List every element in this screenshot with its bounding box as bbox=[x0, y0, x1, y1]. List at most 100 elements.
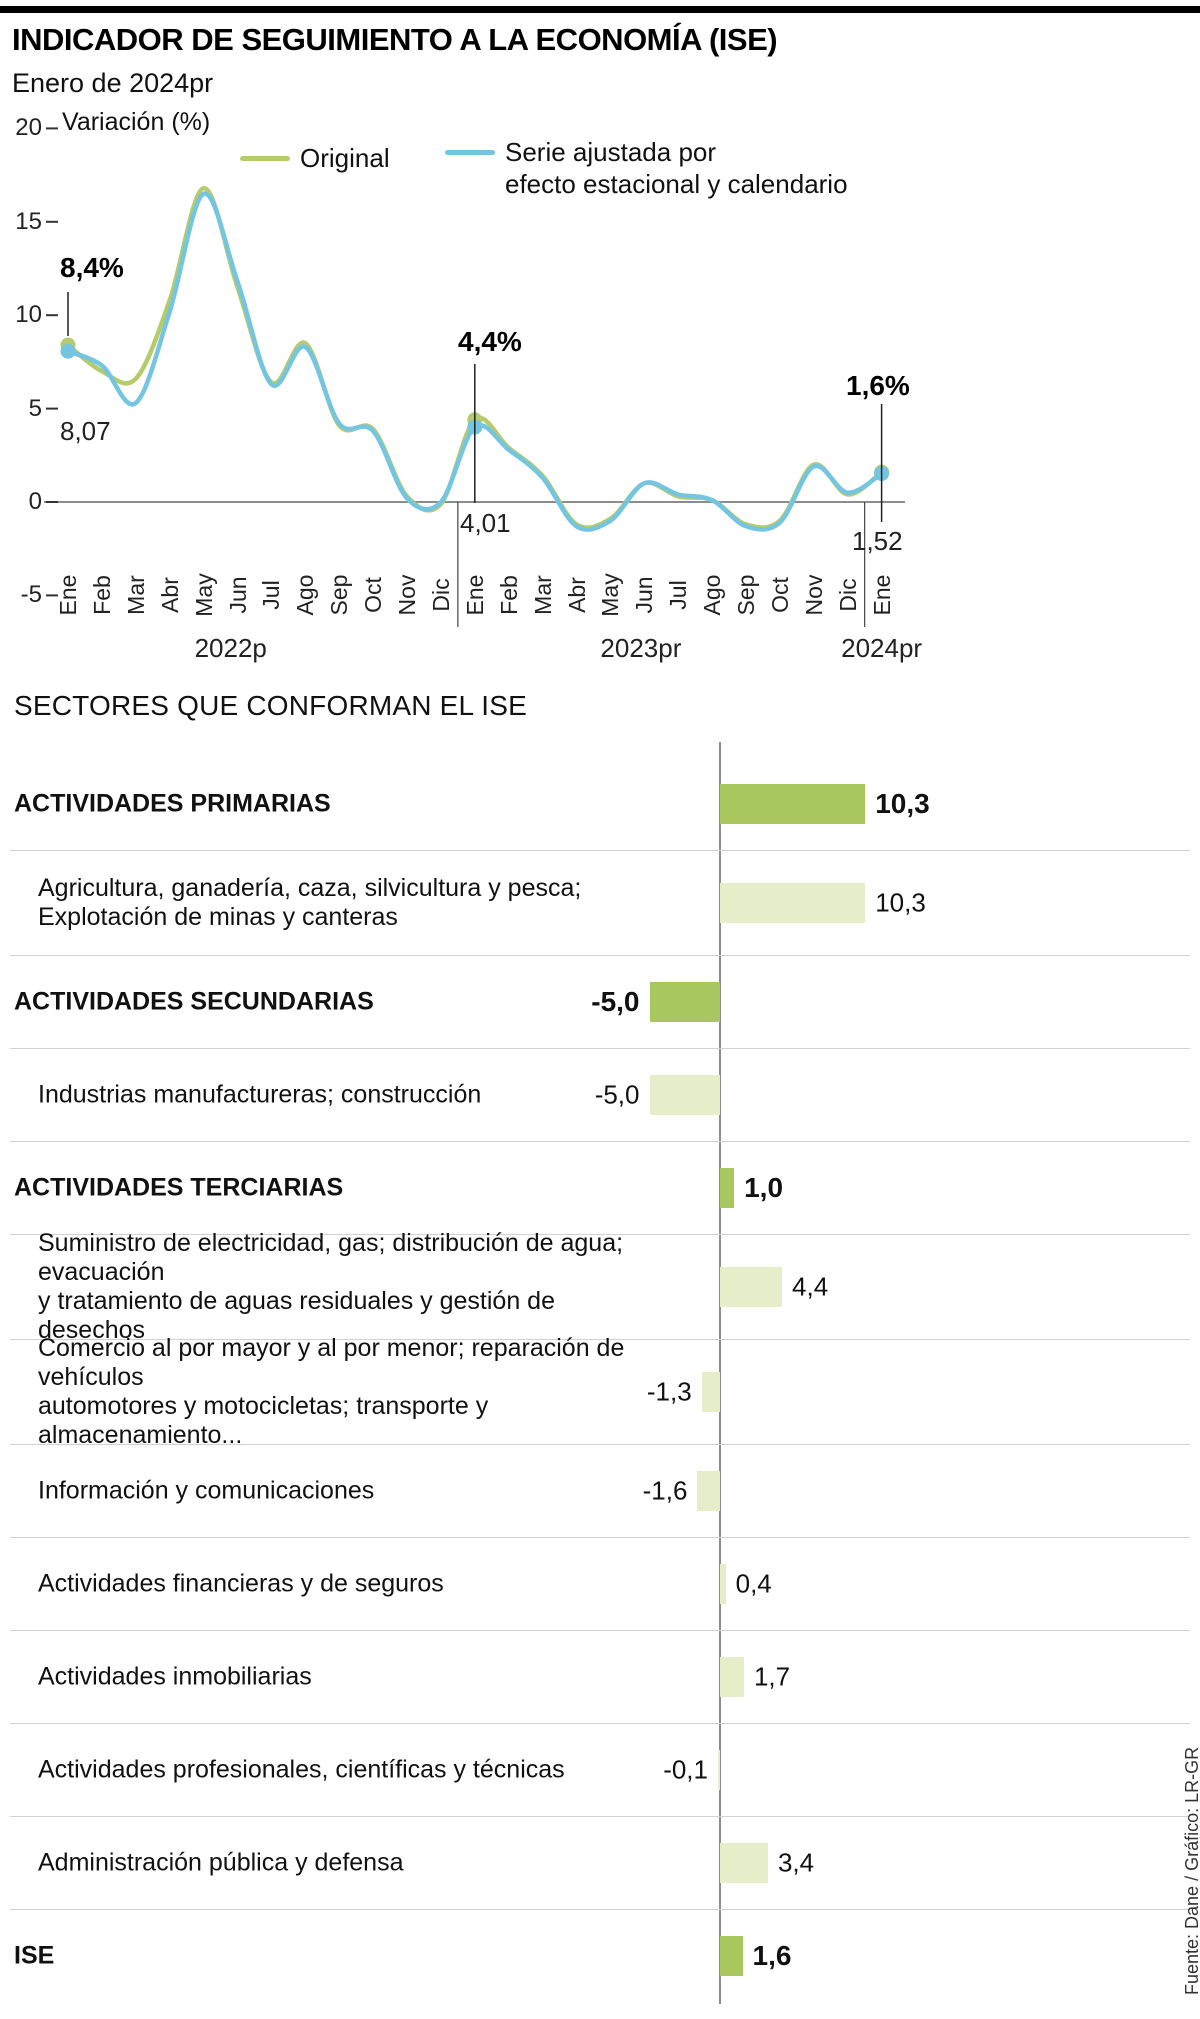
bar-row-label: Comercio al por mayor y al por menor; re… bbox=[38, 1334, 625, 1449]
bar bbox=[701, 1372, 720, 1412]
x-axis-label: Ene bbox=[868, 574, 895, 616]
x-axis-label: Ago bbox=[292, 574, 319, 616]
y-axis-title: Variación (%) bbox=[62, 108, 211, 136]
x-axis-year-label: 2022p bbox=[194, 633, 267, 663]
bar-row-label: Actividades profesionales, científicas y… bbox=[38, 1755, 565, 1784]
legend-item-original: Original bbox=[240, 142, 390, 174]
legend-label-adjusted: Serie ajustada por efecto estacional y ca… bbox=[505, 137, 848, 199]
bar-row: ACTIVIDADES SECUNDARIAS -5,0 bbox=[10, 956, 1190, 1049]
bar-value: 3,4 bbox=[777, 1847, 815, 1878]
x-axis-label: Jun bbox=[631, 576, 658, 614]
bar-row-label: ACTIVIDADES TERCIARIAS bbox=[14, 1173, 344, 1202]
x-axis-label: Jul bbox=[258, 580, 285, 610]
x-axis-label: Feb bbox=[88, 575, 115, 615]
bar bbox=[720, 1267, 783, 1307]
bar-value: -5,0 bbox=[591, 986, 640, 1017]
bar bbox=[720, 1936, 743, 1976]
bar-row-label: Información y comunicaciones bbox=[38, 1476, 375, 1505]
bar-row-label: Actividades financieras y de seguros bbox=[38, 1569, 444, 1598]
x-axis-label: Jul bbox=[665, 580, 692, 610]
x-axis-label: Mar bbox=[529, 575, 556, 615]
x-axis-year-label: 2023pr bbox=[600, 633, 682, 663]
bar-row: Agricultura, ganadería, caza, silvicultu… bbox=[10, 851, 1190, 956]
x-axis-label: Sep bbox=[326, 574, 353, 616]
bar-row: Industrias manufactureras; construcción -… bbox=[10, 1049, 1190, 1142]
y-axis-label: 15 bbox=[15, 207, 42, 235]
bar-row-label: Suministro de electricidad, gas; distrib… bbox=[38, 1229, 624, 1344]
bar-chart: ACTIVIDADES PRIMARIAS 10,3 Agricultura, ga… bbox=[10, 758, 1190, 2002]
x-axis-label: May bbox=[597, 573, 624, 617]
bar-value: 10,3 bbox=[875, 887, 926, 918]
bar-row-label: ACTIVIDADES SECUNDARIAS bbox=[14, 987, 374, 1016]
x-axis-label: Abr bbox=[156, 577, 183, 613]
x-axis-label: Nov bbox=[800, 574, 827, 616]
bar-value: -0,1 bbox=[663, 1754, 708, 1785]
bar bbox=[720, 784, 866, 824]
y-axis-label: 10 bbox=[15, 301, 42, 329]
page-title: INDICADOR DE SEGUIMIENTO A LA ECONOMÍA (… bbox=[12, 22, 778, 57]
bar-row: Actividades financieras y de seguros 0,4 bbox=[10, 1538, 1190, 1631]
x-axis-label: Ene bbox=[461, 574, 488, 616]
x-axis-label: May bbox=[190, 573, 217, 617]
x-axis-label: Jun bbox=[224, 576, 251, 614]
bar bbox=[649, 982, 720, 1022]
bar-row: Comercio al por mayor y al por menor; re… bbox=[10, 1334, 1190, 1449]
bar bbox=[649, 1075, 720, 1115]
annotation-value-adjusted: 8,07 bbox=[60, 416, 111, 446]
y-axis-label: -5 bbox=[20, 581, 42, 609]
bar-row: Administración pública y defensa 3,4 bbox=[10, 1817, 1190, 1910]
bar-value: 0,4 bbox=[735, 1568, 772, 1599]
y-axis-label: 20 bbox=[15, 114, 42, 142]
annotation-value-original: 1,6% bbox=[846, 370, 910, 401]
x-axis-label: Dic bbox=[834, 578, 861, 612]
bar-row-label: Agricultura, ganadería, caza, silvicultu… bbox=[38, 874, 582, 931]
y-axis-label: 5 bbox=[28, 394, 42, 422]
x-axis-label: Abr bbox=[563, 577, 590, 613]
bar-value: -1,6 bbox=[642, 1475, 688, 1506]
x-axis-label: Ene bbox=[55, 574, 81, 616]
bar-row-label: Administración pública y defensa bbox=[38, 1848, 404, 1877]
annotation-value-adjusted: 4,01 bbox=[460, 508, 511, 538]
page-subtitle: Enero de 2024pr bbox=[12, 68, 214, 98]
legend-item-adjusted: Serie ajustada por efecto estacional y ca… bbox=[445, 136, 848, 200]
bar bbox=[720, 1657, 744, 1697]
bar-row: ACTIVIDADES TERCIARIAS 1,0 bbox=[10, 1142, 1190, 1235]
x-axis-year-label: 2024pr bbox=[841, 633, 923, 663]
x-axis-label: Oct bbox=[360, 577, 387, 613]
bar-value: -5,0 bbox=[594, 1079, 640, 1110]
annotation-value-adjusted: 1,52 bbox=[852, 526, 903, 556]
bar-value: 1,7 bbox=[753, 1661, 791, 1692]
bar bbox=[720, 883, 866, 923]
legend-swatch-original-icon bbox=[240, 156, 290, 161]
line-chart-svg bbox=[44, 127, 905, 627]
bar bbox=[720, 1564, 726, 1604]
x-axis-label: Dic bbox=[427, 578, 454, 612]
annotation-value-original: 4,4% bbox=[458, 326, 522, 357]
y-axis-label: 0 bbox=[28, 488, 42, 515]
bar-row: Actividades inmobiliarias 1,7 bbox=[10, 1631, 1190, 1724]
source-credit: Fuente: Dane / Gráfico: LR-GR bbox=[1182, 1746, 1200, 1995]
bar bbox=[718, 1750, 720, 1790]
bar-value: -1,3 bbox=[646, 1376, 692, 1407]
sectors-heading: SECTORES QUE CONFORMAN EL ISE bbox=[14, 690, 527, 721]
top-rule bbox=[0, 6, 1200, 13]
legend-label-original: Original bbox=[300, 143, 390, 173]
bar-row: Actividades profesionales, científicas y… bbox=[10, 1724, 1190, 1817]
x-axis-label: Nov bbox=[394, 574, 420, 616]
bar bbox=[697, 1471, 720, 1511]
bar-row-label: ISE bbox=[14, 1941, 55, 1970]
line-chart: Variación (%) Original Serie ajustada po… bbox=[0, 100, 945, 678]
bar-row-label: Industrias manufactureras; construcción bbox=[38, 1080, 482, 1109]
legend-swatch-adjusted-icon bbox=[445, 150, 495, 155]
bar bbox=[720, 1168, 735, 1208]
x-axis-label: Oct bbox=[766, 577, 793, 613]
series-adjusted-line bbox=[65, 191, 884, 532]
bar-row: ISE 1,6 bbox=[10, 1910, 1190, 2002]
bar-row: Información y comunicaciones -1,6 bbox=[10, 1445, 1190, 1538]
bar-value: 1,0 bbox=[744, 1172, 784, 1203]
bar-row: ACTIVIDADES PRIMARIAS 10,3 bbox=[10, 758, 1190, 851]
x-axis-label: Sep bbox=[733, 574, 759, 616]
bar bbox=[720, 1843, 768, 1883]
bar-value: 4,4 bbox=[792, 1271, 829, 1302]
